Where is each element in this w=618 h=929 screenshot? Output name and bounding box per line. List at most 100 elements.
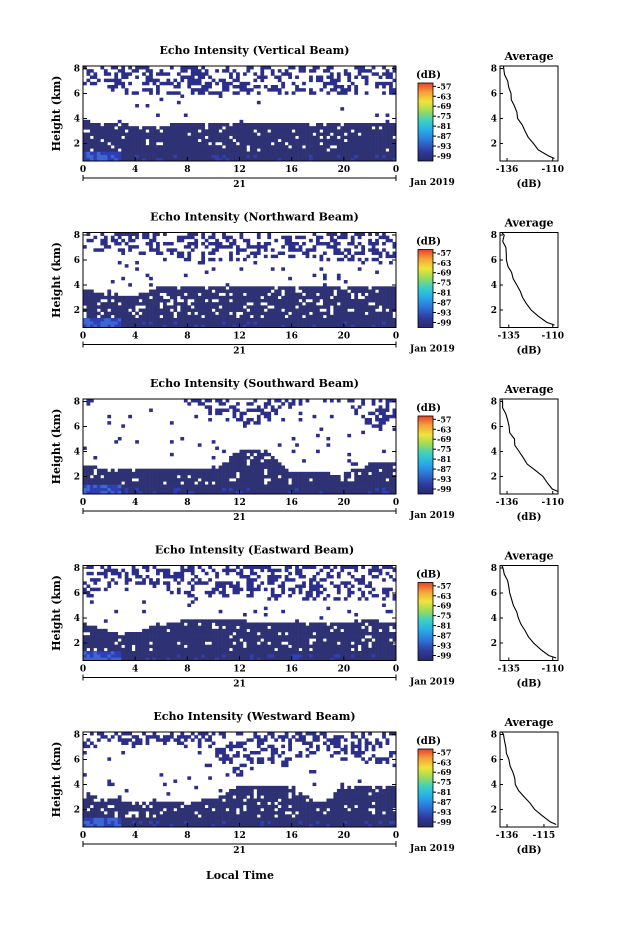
heatmap-cell	[138, 321, 143, 325]
heatmap-cell	[218, 299, 223, 303]
heatmap-cell	[340, 487, 345, 492]
heatmap-cell	[354, 66, 359, 70]
heatmap-cell	[288, 299, 292, 303]
heatmap-cell	[197, 81, 202, 86]
heatmap-cell	[340, 311, 345, 316]
heatmap-cell	[270, 644, 275, 649]
heatmap-cell	[215, 123, 219, 127]
colorbar-unit: (dB)	[416, 237, 441, 248]
heatmap-cell	[124, 314, 129, 319]
heatmap-cell	[284, 151, 289, 155]
heatmap-cell	[253, 635, 258, 639]
heatmap-cell	[343, 254, 348, 259]
heatmap-cell	[176, 289, 181, 293]
heatmap-cell	[371, 123, 376, 127]
heatmap-cell	[284, 286, 289, 290]
heatmap-cell	[166, 81, 171, 86]
heatmap-cell	[382, 154, 386, 159]
heatmap-cell	[281, 478, 286, 482]
heatmap-cell	[215, 324, 219, 328]
heatmap-cell	[229, 151, 233, 155]
heatmap-cell	[142, 232, 146, 236]
heatmap-cell	[222, 635, 226, 639]
heatmap-cell	[291, 148, 296, 152]
heatmap-cell	[173, 248, 178, 252]
heatmap-cell	[270, 132, 275, 136]
average-y-tick-label: 8	[491, 398, 497, 408]
heatmap-cell	[215, 289, 219, 293]
heatmap-cell	[347, 324, 352, 328]
heatmap-cell	[389, 468, 393, 473]
heatmap-cell	[336, 318, 341, 322]
heatmap-cell	[110, 471, 115, 476]
heatmap-cell	[131, 471, 136, 476]
heatmap-cell	[201, 138, 206, 143]
heatmap-cell	[253, 261, 258, 265]
panel-title: Echo Intensity (Northward Beam)	[150, 211, 359, 224]
heatmap-cell	[121, 295, 126, 300]
heatmap-cell	[215, 571, 219, 576]
heatmap-cell	[378, 462, 383, 466]
heatmap-cell	[86, 292, 91, 297]
heatmap-cell	[166, 242, 171, 246]
heatmap-cell	[389, 321, 393, 325]
heatmap-cell	[152, 647, 157, 652]
heatmap-cell	[340, 314, 345, 319]
heatmap-cell	[135, 91, 139, 95]
heatmap-cell	[274, 628, 279, 633]
heatmap-cell	[176, 581, 181, 585]
heatmap-cell	[190, 302, 195, 306]
heatmap-cell	[142, 628, 146, 633]
heatmap-cell	[100, 292, 105, 297]
heatmap-cell	[347, 484, 352, 488]
heatmap-cell	[333, 157, 338, 162]
heatmap-cell	[124, 318, 129, 322]
heatmap-cell	[378, 484, 383, 488]
heatmap-cell	[284, 148, 289, 152]
heatmap-cell	[312, 625, 317, 630]
heatmap-cell	[236, 85, 240, 89]
heatmap-cell	[86, 571, 91, 576]
heatmap-cell	[298, 248, 303, 252]
heatmap-cell	[281, 145, 286, 149]
heatmap-cell	[145, 635, 150, 639]
heatmap-cell	[354, 85, 359, 89]
heatmap-cell	[253, 299, 258, 303]
heatmap-cell	[183, 654, 188, 658]
heatmap-cell	[336, 151, 341, 155]
heatmap-cell	[128, 245, 132, 249]
heatmap-cell	[322, 318, 327, 322]
heatmap-cell	[249, 571, 254, 576]
heatmap-cell	[142, 311, 146, 316]
heatmap-cell	[298, 132, 303, 136]
heatmap-cell	[135, 490, 139, 495]
heatmap-cell	[263, 157, 268, 162]
heatmap-cell	[145, 478, 150, 482]
heatmap-cell	[201, 302, 206, 306]
heatmap-cell	[375, 257, 379, 262]
heatmap-cell	[183, 113, 188, 117]
heatmap-cell	[361, 414, 365, 419]
heatmap-cell	[83, 490, 87, 495]
heatmap-cell	[180, 129, 185, 133]
heatmap-cell	[149, 475, 153, 479]
heatmap-cell	[208, 242, 212, 246]
heatmap-cell	[319, 478, 324, 482]
heatmap-cell	[135, 66, 139, 70]
heatmap-cell	[236, 647, 240, 652]
heatmap-cell	[114, 647, 119, 652]
heatmap-cell	[156, 641, 160, 645]
heatmap-cell	[267, 647, 272, 652]
heatmap-cell	[319, 487, 324, 492]
heatmap-cell	[260, 123, 265, 127]
heatmap-cell	[249, 289, 254, 293]
heatmap-cell	[222, 481, 226, 485]
heatmap-cell	[347, 321, 352, 325]
heatmap-cell	[222, 299, 226, 303]
heatmap-cell	[340, 484, 345, 488]
heatmap-cell	[277, 151, 282, 155]
heatmap-cell	[183, 487, 188, 492]
heatmap-cell	[211, 471, 216, 476]
heatmap-cell	[187, 654, 192, 658]
heatmap-cell	[284, 292, 289, 297]
